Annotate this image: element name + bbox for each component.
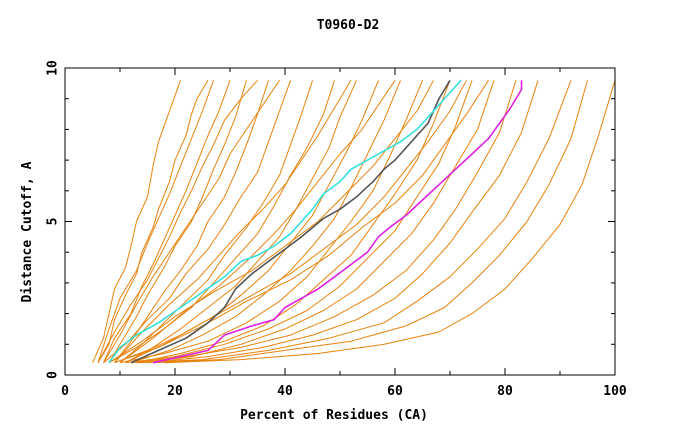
series-line-model-28 [103, 80, 280, 363]
series-line-model-15 [141, 80, 495, 364]
series-line-model-08 [108, 80, 335, 364]
series-line-model-27 [97, 80, 214, 363]
series-line-model-25 [125, 80, 467, 364]
y-tick-label: 10 [46, 60, 61, 76]
series-line-model-07 [119, 80, 313, 364]
series-line-model-24 [108, 80, 434, 364]
series-line-highlight-dark [130, 79, 451, 364]
series-line-model-06 [103, 80, 291, 364]
chart-title: T0960-D2 [317, 18, 380, 33]
series-line-model-02 [97, 80, 209, 363]
series-line-model-03 [103, 80, 231, 363]
tick-layer: 0 20 40 60 80 100 0 5 10 [46, 60, 627, 399]
y-tick-label: 0 [46, 371, 61, 379]
series-line-model-20 [163, 80, 616, 364]
series-line-model-04 [108, 80, 247, 363]
series-line-model-16 [130, 80, 517, 364]
x-tick-label: 80 [497, 384, 513, 399]
series-line-model-26 [114, 80, 489, 364]
y-tick-label: 5 [46, 218, 61, 226]
series-line-model-05 [114, 80, 269, 364]
x-tick-label: 40 [277, 384, 293, 399]
series-line-model-17 [147, 80, 539, 364]
series-line-model-09 [125, 80, 357, 364]
series-line-model-23 [119, 80, 396, 364]
series-line-model-14 [125, 80, 473, 364]
series-line-model-21 [97, 79, 258, 363]
series-line-highlight-magenta [152, 80, 523, 364]
series-line-model-11 [130, 80, 401, 364]
series-line-highlight-cyan [108, 79, 462, 364]
series-line-model-19 [152, 80, 588, 364]
series-line-model-12 [119, 80, 423, 364]
series-line-model-18 [136, 80, 572, 364]
series-line-model-01 [92, 80, 181, 363]
x-tick-label: 100 [603, 384, 627, 399]
series-layer [92, 79, 616, 364]
y-axis-label: Distance Cutoff, A [20, 161, 35, 302]
x-tick-label: 20 [167, 384, 183, 399]
series-line-model-22 [114, 80, 352, 364]
series-line-model-13 [136, 80, 451, 364]
x-tick-label: 60 [387, 384, 403, 399]
x-axis-label: Percent of Residues (CA) [240, 408, 428, 423]
x-tick-label: 0 [61, 384, 69, 399]
